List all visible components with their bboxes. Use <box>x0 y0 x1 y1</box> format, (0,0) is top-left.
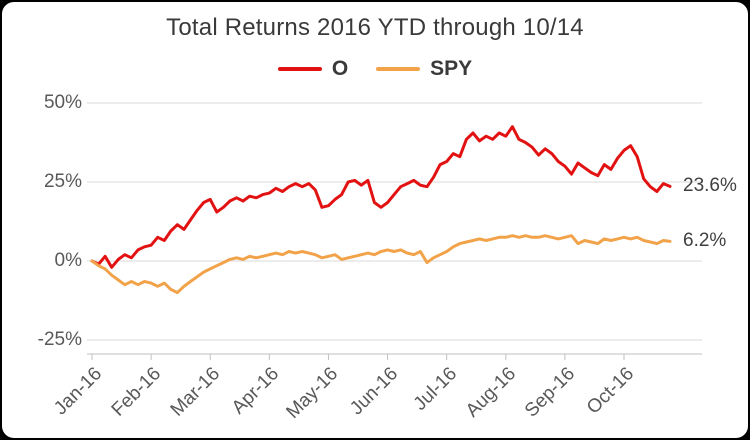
end-label-o: 23.6% <box>683 175 737 197</box>
legend-swatch-spy <box>376 67 421 71</box>
y-axis-tick-label: 25% <box>43 171 82 192</box>
legend-label-o: O <box>331 57 349 80</box>
legend-item-o: O <box>277 57 349 81</box>
end-label-spy: 6.2% <box>683 230 727 252</box>
y-axis-tick-label: -25% <box>37 329 82 350</box>
series-line-spy <box>90 234 672 295</box>
series-line-o <box>90 125 672 269</box>
legend: O SPY <box>2 54 748 84</box>
y-axis-tick-label: 0% <box>54 250 82 271</box>
legend-item-spy: SPY <box>376 57 472 81</box>
legend-swatch-o <box>277 67 322 71</box>
legend-label-spy: SPY <box>430 57 473 80</box>
y-axis-tick-label: 50% <box>43 92 82 113</box>
chart-title: Total Returns 2016 YTD through 10/14 <box>166 14 584 41</box>
